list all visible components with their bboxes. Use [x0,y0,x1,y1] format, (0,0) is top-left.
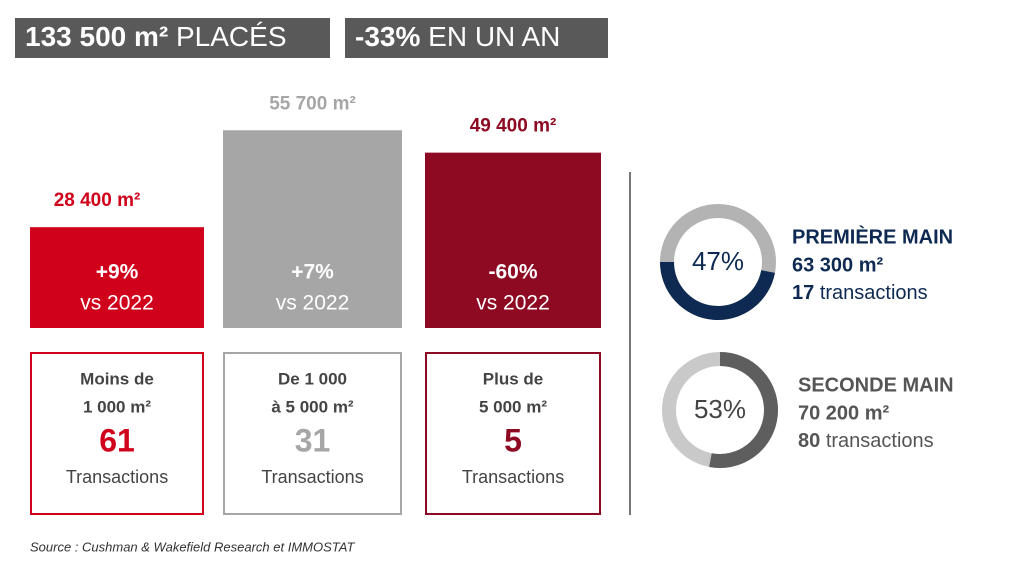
badge-strong: -33% [355,21,420,52]
category-label: à 5 000 m² [271,397,354,416]
transaction-count: 31 [295,422,331,458]
badge-rest: EN UN AN [428,21,560,52]
badge-bg [15,18,330,58]
category-label: De 1 000 [278,369,347,388]
bar-value-label: 49 400 m² [470,116,557,137]
bar [30,227,204,328]
transaction-count: 17 [792,282,814,304]
bar-vs: vs 2022 [80,292,154,315]
donut-arc [709,352,778,468]
donut-area: 70 200 m² [798,402,890,424]
category-label: 5 000 m² [479,397,547,416]
category-box [223,352,402,515]
bar-change: +7% [291,261,334,284]
bar-value-label: 55 700 m² [269,93,356,114]
source: Source : Cushman & Wakefield Research et… [30,539,355,554]
donut-category: SECONDE MAIN [798,374,954,396]
badge-strong: 133 500 m² [25,21,168,52]
donut-arc [660,261,775,320]
bar-value-label: 28 400 m² [54,190,141,211]
category-box [425,352,601,515]
transaction-count: 5 [504,422,522,458]
category-label: Moins de [80,369,154,388]
bar-vs: vs 2022 [276,292,350,315]
donut-transactions: 17 transactions [792,282,928,304]
donut-label: 53% [694,394,746,424]
transaction-word: Transactions [66,467,168,487]
category-label: 1 000 m² [83,397,151,416]
badge-rest: PLACÉS [176,21,287,52]
transaction-word: Transactions [261,467,363,487]
transaction-word: transactions [826,430,934,452]
category-box [30,352,204,515]
bar-vs: vs 2022 [476,292,550,315]
badge-bg [345,18,608,58]
transaction-word: transactions [820,282,928,304]
transaction-count: 61 [99,422,135,458]
bar [425,152,601,328]
bar-change: -60% [488,261,537,284]
transaction-word: Transactions [462,467,564,487]
donut-transactions: 80 transactions [798,430,934,452]
badge: -33% EN UN AN [355,21,560,52]
bar [223,130,402,328]
donut-area: 63 300 m² [792,254,884,276]
transaction-count: 80 [798,430,820,452]
badge: 133 500 m² PLACÉS [25,21,287,52]
donut-category: PREMIÈRE MAIN [792,225,953,248]
bar-change: +9% [96,261,139,284]
category-label: Plus de [483,369,543,388]
donut-label: 47% [692,246,744,276]
